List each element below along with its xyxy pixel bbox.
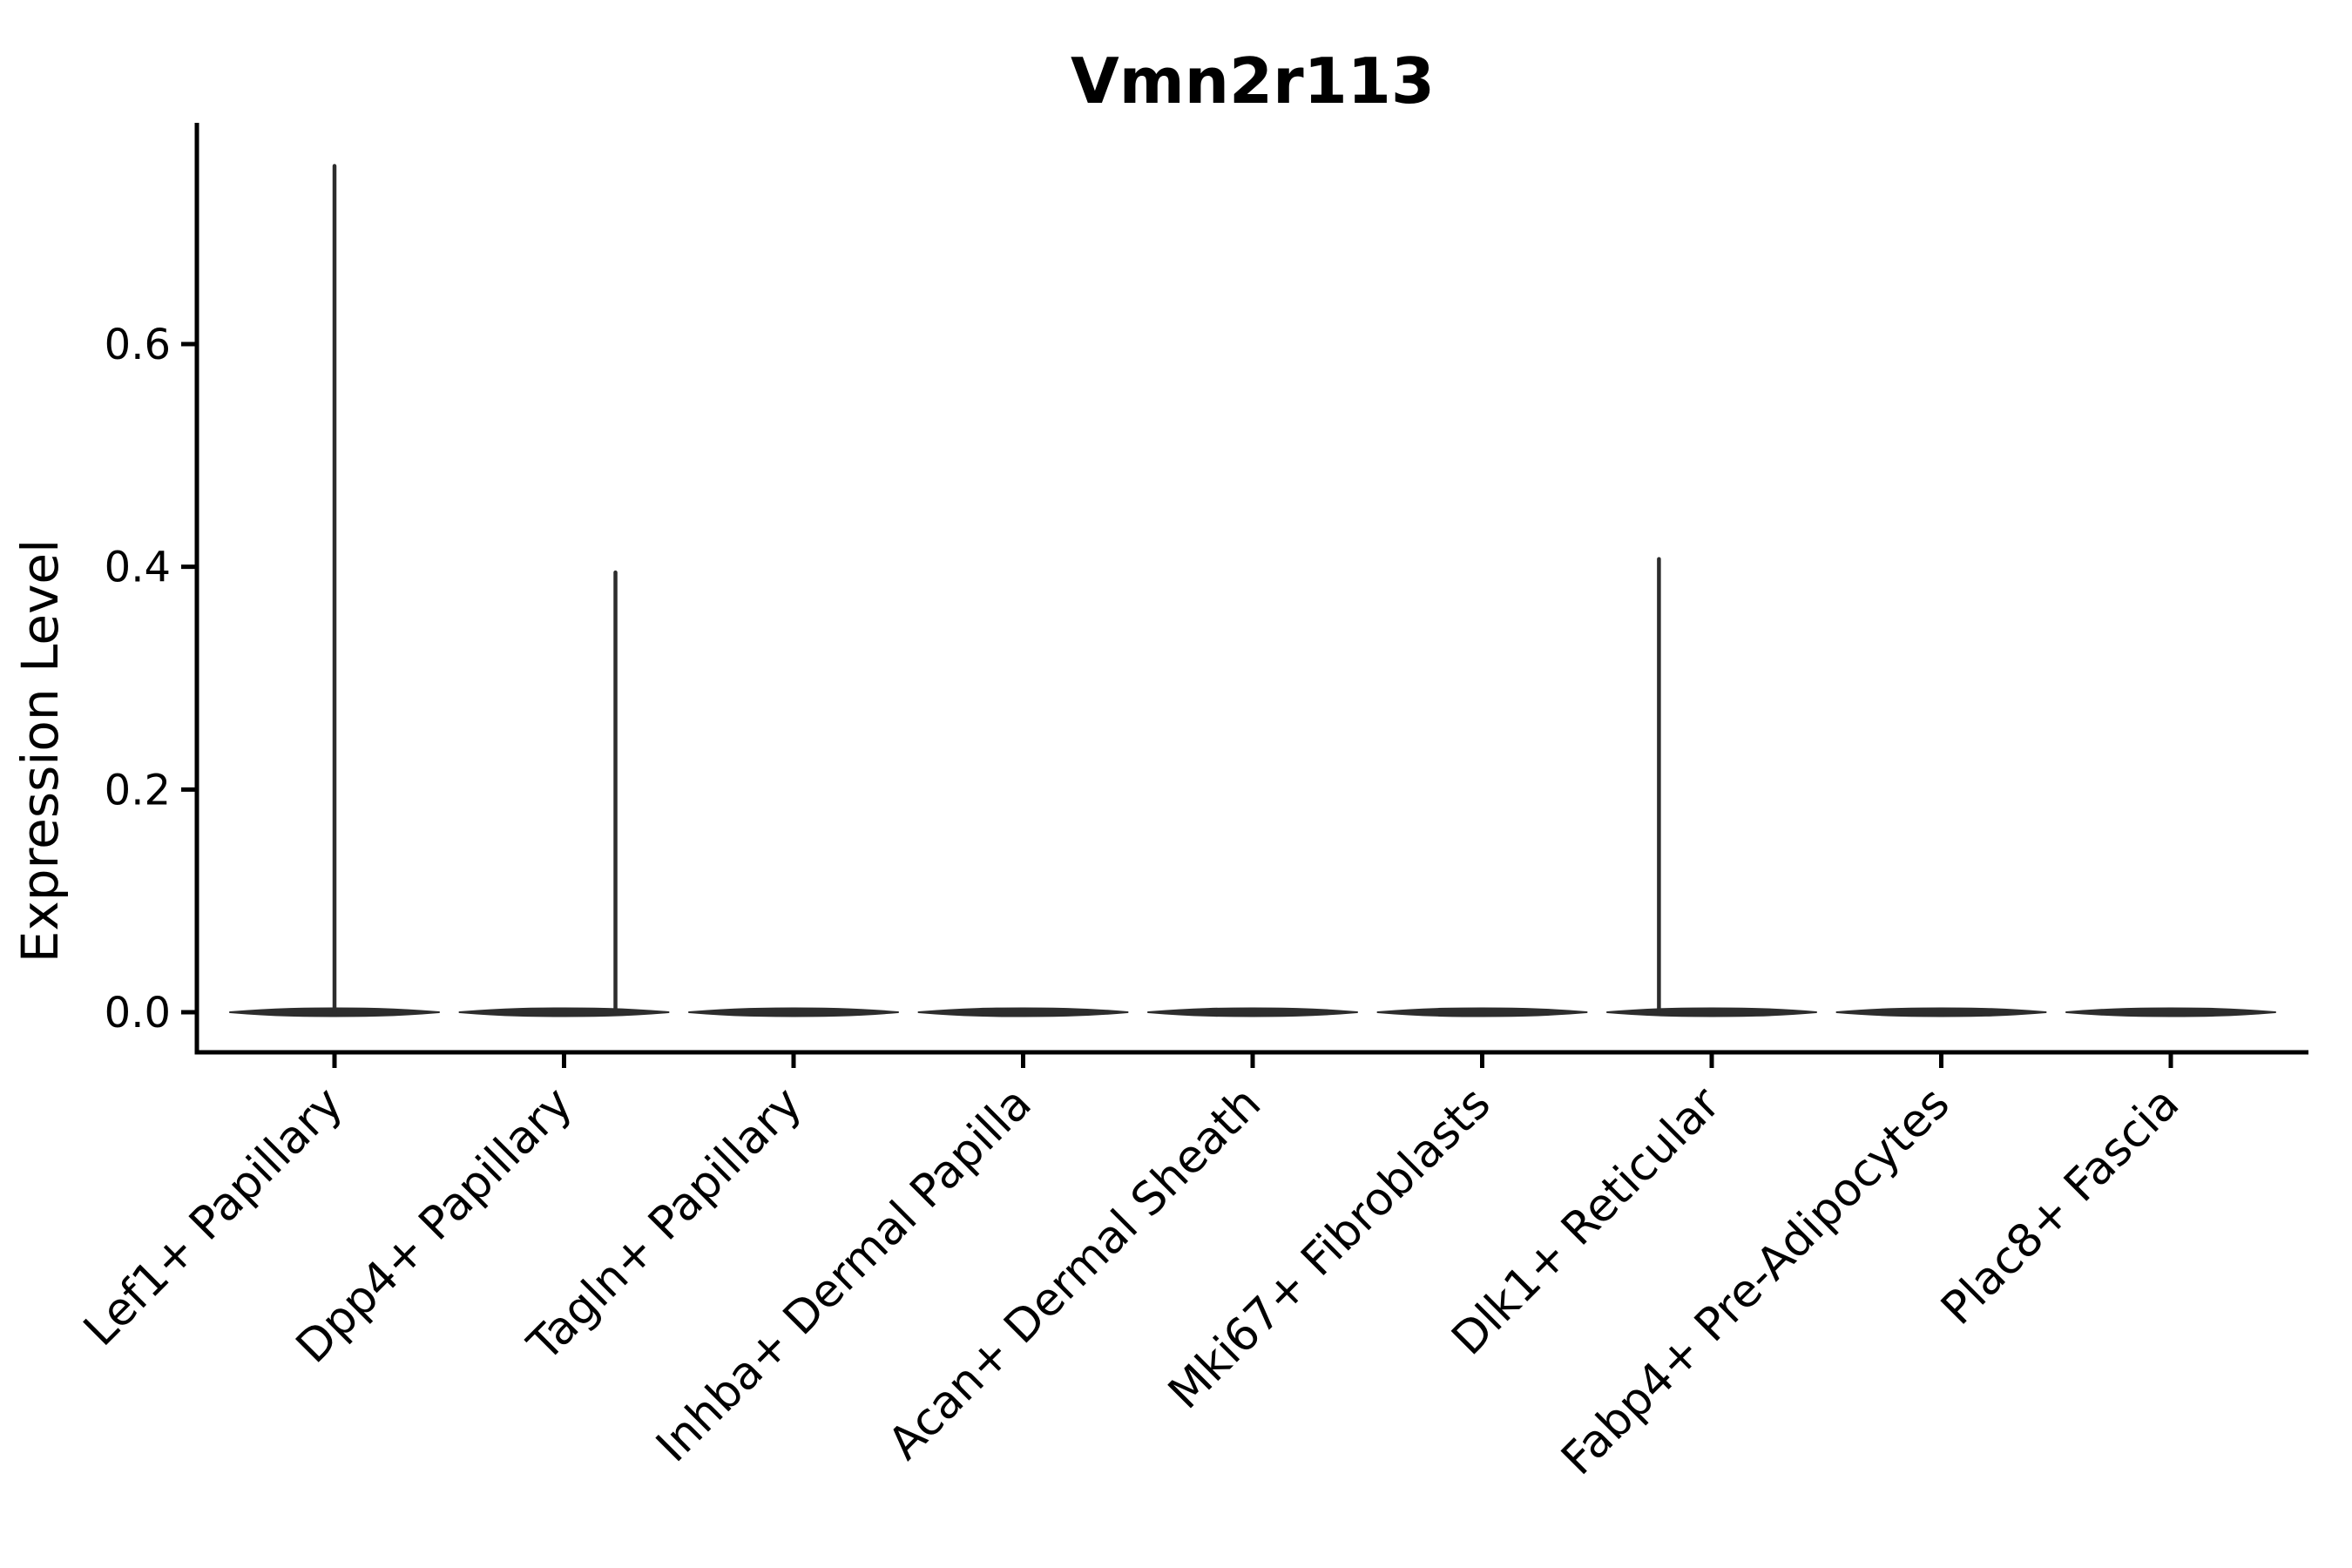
- x-tick-label: Acan+ Dermal Sheath: [879, 1078, 1272, 1470]
- y-tick-label: 0.2: [105, 766, 171, 814]
- violin-7: [1606, 557, 1817, 1017]
- violin-body: [1606, 1007, 1817, 1017]
- y-tick-label: 0.6: [105, 321, 171, 369]
- violin-5: [1147, 1007, 1358, 1017]
- x-tick-label: Inhba+ Dermal Papilla: [646, 1078, 1041, 1472]
- y-axis-label: Expression Level: [10, 539, 70, 963]
- x-tick-label: Plac8+ Fascia: [1931, 1078, 2189, 1335]
- violin-2: [458, 570, 670, 1017]
- violin-1: [229, 164, 440, 1017]
- violin-body: [688, 1007, 899, 1017]
- violin-body: [458, 1007, 670, 1017]
- violin-6: [1376, 1007, 1588, 1017]
- violin-4: [917, 1007, 1129, 1017]
- violin-9: [2065, 1007, 2276, 1017]
- violin-body: [1147, 1007, 1358, 1017]
- x-tick-label: Fabp4+ Pre-Adipocytes: [1551, 1078, 1959, 1485]
- violin-body: [2065, 1007, 2276, 1017]
- violin-3: [688, 1007, 899, 1017]
- chart-title: Vmn2r113: [1071, 44, 1435, 118]
- violin-8: [1835, 1007, 2047, 1017]
- violin-body: [917, 1007, 1129, 1017]
- y-tick-label: 0.0: [105, 989, 171, 1037]
- violin-body: [1835, 1007, 2047, 1017]
- y-tick-label: 0.4: [105, 544, 171, 592]
- violin-layer: [229, 164, 2276, 1017]
- violin-body: [1376, 1007, 1588, 1017]
